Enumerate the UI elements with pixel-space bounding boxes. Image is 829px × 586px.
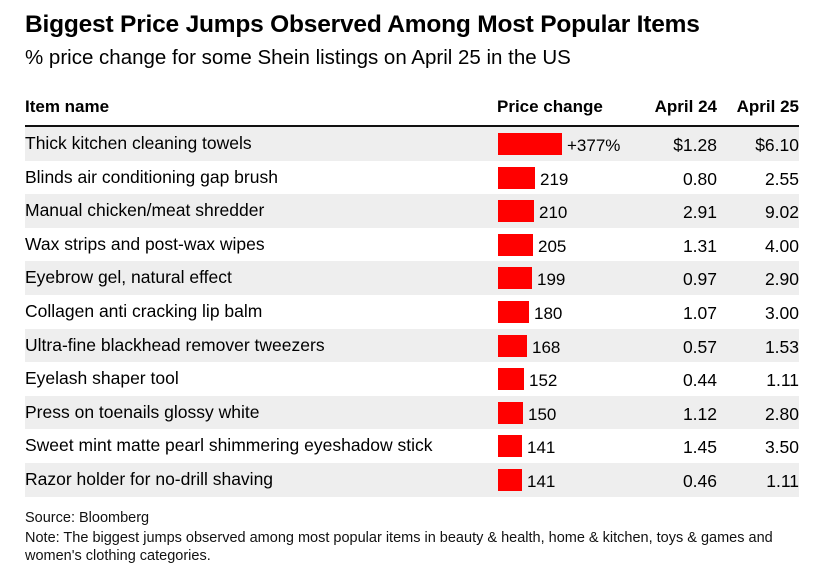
item-name-cell: Blinds air conditioning gap brush: [25, 166, 278, 187]
price-change-label: 219: [540, 169, 569, 189]
april-25-price-cell: 2.55: [764, 168, 799, 189]
price-change-label: 180: [534, 303, 563, 323]
april-25-price-cell: 2.90: [764, 269, 799, 290]
price-change-label: 150: [528, 404, 557, 424]
april-24-price-cell: 0.80: [682, 168, 717, 189]
table-row: Sweet mint matte pearl shimmering eyesha…: [25, 429, 799, 463]
column-header-april-25: April 25: [736, 97, 799, 116]
item-name-cell: Wax strips and post-wax wipes: [25, 233, 265, 254]
april-24-price-cell: 0.46: [682, 470, 717, 491]
price-change-bar: [498, 468, 522, 491]
price-change-bar: [498, 401, 523, 424]
table-row: Eyebrow gel, natural effect 199 0.97 2.90: [25, 261, 799, 295]
april-24-price-cell: 0.44: [682, 370, 717, 391]
table-row: Press on toenails glossy white 150 1.12 2.8…: [25, 395, 799, 430]
april-24-price-cell: 2.91: [682, 202, 717, 223]
chart-title: Biggest Price Jumps Observed Among Most …: [25, 11, 700, 38]
price-change-label: 152: [529, 371, 558, 391]
table-row: Collagen anti cracking lip balm 180 1.07 3.…: [25, 295, 799, 329]
april-24-price-cell: 1.31: [682, 235, 717, 256]
table-row: Wax strips and post-wax wipes 205 1.31 4.00: [25, 228, 799, 262]
price-change-bar: [498, 300, 529, 323]
item-name-cell: Collagen anti cracking lip balm: [25, 300, 263, 321]
april-25-price-cell: 3.00: [764, 302, 799, 323]
column-header-april-24: April 24: [654, 97, 717, 116]
april-24-price-cell: 0.57: [682, 336, 717, 357]
price-change-bar: [498, 435, 522, 458]
april-24-price-cell: 0.97: [682, 269, 717, 290]
column-header-item-name: Item name: [25, 97, 110, 116]
price-change-bar: [498, 166, 535, 189]
table-row: Blinds air conditioning gap brush 219 0.80…: [25, 161, 799, 195]
april-25-price-cell: 1.11: [766, 370, 799, 391]
april-25-price-cell: $6.10: [755, 135, 799, 155]
item-name-cell: Ultra-fine blackhead remover tweezers: [25, 334, 325, 355]
column-header-price-change: Price change: [497, 97, 603, 116]
april-25-price-cell: 9.02: [764, 202, 799, 223]
footnote: Note: The biggest jumps observed among m…: [25, 530, 773, 564]
price-change-bar: [498, 133, 562, 155]
source-note: Source: Bloomberg: [25, 510, 150, 526]
chart-subtitle: % price change for some Shein listings o…: [25, 46, 571, 69]
header-rule: [25, 125, 799, 127]
price-change-label: +377%: [567, 136, 621, 155]
april-24-price-cell: 1.07: [682, 302, 717, 323]
table-body: Thick kitchen cleaning towels +377% $1.28 $…: [25, 127, 799, 497]
item-name-cell: Press on toenails glossy white: [25, 401, 260, 422]
price-change-label: 205: [538, 236, 567, 256]
item-name-cell: Razor holder for no-drill shaving: [25, 468, 274, 489]
price-change-label: 141: [527, 438, 556, 458]
price-change-label: 141: [527, 471, 556, 491]
april-24-price-cell: 1.12: [682, 403, 717, 424]
table-row: Ultra-fine blackhead remover tweezers 168…: [25, 328, 799, 363]
item-name-cell: Thick kitchen cleaning towels: [25, 133, 252, 153]
april-25-price-cell: 1.53: [764, 336, 799, 357]
price-change-bar: [498, 200, 534, 223]
item-name-cell: Eyebrow gel, natural effect: [25, 267, 232, 288]
item-name-cell: Sweet mint matte pearl shimmering eyesha…: [25, 435, 433, 456]
table-row: Razor holder for no-drill shaving 141 0.46…: [25, 462, 799, 497]
april-24-price-cell: 1.45: [682, 437, 717, 458]
price-change-bar: [498, 368, 524, 391]
table-row: Thick kitchen cleaning towels +377% $1.28 $…: [25, 127, 799, 161]
price-change-bar: [498, 267, 532, 290]
april-25-price-cell: 1.11: [766, 470, 799, 491]
table-row: Eyelash shaper tool 152 0.44 1.11: [25, 362, 799, 396]
april-25-price-cell: 4.00: [764, 235, 799, 256]
price-change-label: 210: [539, 203, 568, 223]
price-change-bar: [498, 233, 533, 256]
price-change-label: 199: [537, 270, 566, 290]
april-25-price-cell: 2.80: [764, 403, 799, 424]
april-24-price-cell: $1.28: [673, 135, 717, 155]
item-name-cell: Eyelash shaper tool: [25, 368, 179, 389]
price-change-label: 168: [532, 337, 561, 357]
april-25-price-cell: 3.50: [764, 437, 799, 458]
item-name-cell: Manual chicken/meat shredder: [25, 200, 265, 221]
price-change-bar: [498, 334, 527, 357]
table-row: Manual chicken/meat shredder 210 2.91 9.02: [25, 194, 799, 228]
